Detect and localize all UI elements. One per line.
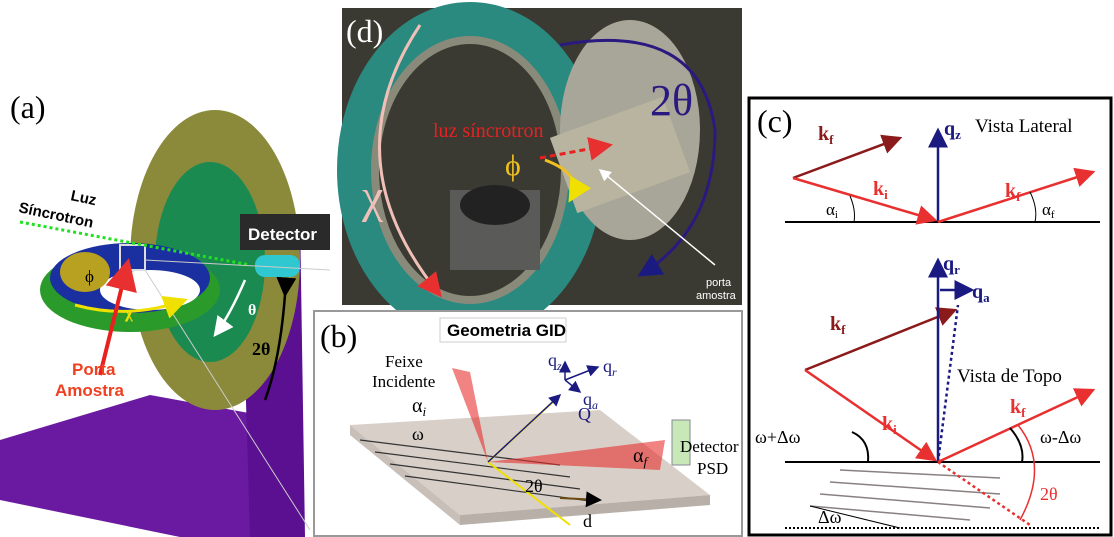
panel-c: (c) Vista Lateral kf qz ki kf αi αf Vist… (749, 98, 1111, 535)
beam-label: Feixe (385, 352, 423, 371)
panel-d: (d) χ luz síncrotron ϕ 2θ porta amostra (342, 8, 742, 320)
d-label: d (583, 511, 592, 531)
subscript: f (1051, 209, 1055, 221)
view-title: Vista Lateral (975, 116, 1073, 137)
panel-title: Geometria GID (447, 321, 566, 340)
subscript: i (422, 404, 426, 419)
two-theta-label: 2θ (252, 339, 270, 359)
detector-label: Detector (680, 437, 739, 456)
panel-label: (a) (10, 89, 46, 125)
chi-label: χ (124, 303, 133, 322)
two-theta-label: 2θ (650, 76, 693, 125)
panel-b: (b) Geometria GID Feixe Incidente αi ω 2… (314, 311, 742, 536)
symbol: α (1042, 200, 1051, 219)
subscript: f (829, 132, 834, 147)
subscript: f (1016, 189, 1021, 204)
subscript: i (884, 187, 888, 202)
two-theta-label: 2θ (1040, 484, 1058, 504)
two-theta-label: 2θ (525, 476, 543, 496)
subscript: r (954, 262, 960, 277)
subscript: i (893, 422, 897, 437)
subscript: r (612, 365, 617, 379)
theta-label: θ (248, 302, 256, 319)
beam-label: Incidente (372, 372, 435, 391)
symbol: α (633, 445, 644, 467)
subscript: a (592, 398, 598, 412)
subscript: f (841, 322, 846, 337)
ring-center (100, 270, 200, 310)
subscript: f (1021, 405, 1026, 420)
symbol: α (826, 200, 835, 219)
sample-label: Porta (72, 360, 116, 379)
panel-frame (749, 98, 1111, 535)
beam-label: luz síncrotron (433, 120, 544, 142)
subscript: i (835, 209, 838, 221)
symbol: q (583, 389, 592, 409)
source-label: Luz (69, 187, 98, 209)
panel-label: (c) (757, 103, 793, 139)
sample-label: amostra (696, 290, 737, 302)
panel-label: (d) (346, 13, 383, 49)
sample-label: Amostra (55, 381, 125, 400)
symbol: q (943, 253, 954, 275)
sample-label: porta (706, 277, 732, 289)
panel-label: (b) (320, 318, 357, 354)
subscript: a (983, 290, 990, 305)
panel-a: Detector (a) Luz Síncrotron ϕ χ Porta Am… (0, 89, 330, 537)
detector-label: Detector (248, 225, 317, 244)
omega-plus-label: ω+Δω (755, 427, 801, 447)
phi-label: ϕ (85, 267, 94, 286)
figure: Detector (a) Luz Síncrotron ϕ χ Porta Am… (0, 0, 1114, 537)
subscript: z (955, 127, 961, 142)
sample-holder (460, 185, 530, 225)
view-title: Vista de Topo (957, 366, 1062, 387)
symbol: q (548, 350, 557, 370)
subscript: z (556, 359, 562, 373)
chi-label: χ (361, 170, 384, 223)
detector-label: PSD (697, 459, 728, 478)
omega-minus-label: ω-Δω (1040, 427, 1081, 447)
symbol: q (603, 356, 612, 376)
delta-omega-label: Δω (818, 507, 842, 527)
symbol: α (412, 395, 423, 417)
omega-label: ω (412, 424, 424, 444)
symbol: q (944, 118, 955, 140)
phi-label: ϕ (505, 149, 521, 182)
symbol: q (972, 281, 983, 303)
